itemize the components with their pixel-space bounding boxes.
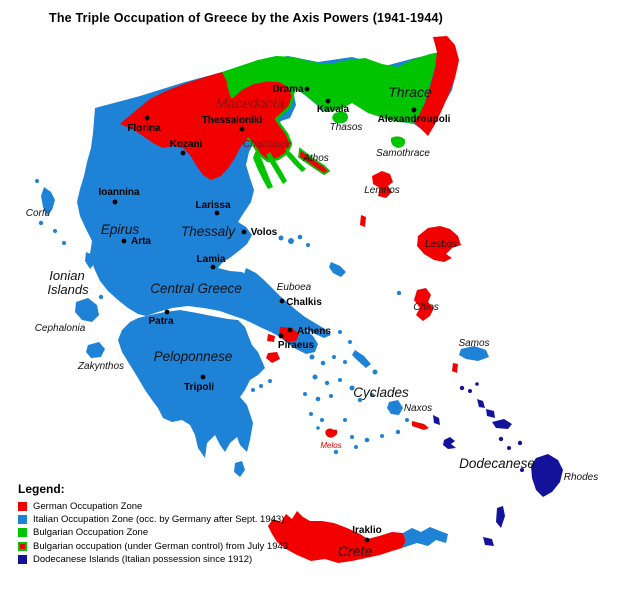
city-marker xyxy=(325,98,331,104)
city-marker xyxy=(287,327,293,333)
legend-item-label: German Occupation Zone xyxy=(33,501,143,513)
region-label: Central Greece xyxy=(150,281,242,296)
city-label: Athens xyxy=(297,326,331,337)
city-label: Tripoli xyxy=(184,382,214,393)
blue-islands xyxy=(35,179,489,477)
city-marker xyxy=(144,115,150,121)
city-label: Arta xyxy=(131,236,151,247)
city-marker xyxy=(304,86,310,92)
region-label: Ionian xyxy=(49,268,84,283)
city-marker xyxy=(200,374,206,380)
region-label: Epirus xyxy=(101,222,140,237)
city-label: Kozani xyxy=(170,139,203,150)
region-label: Crete xyxy=(338,543,372,559)
chalcidice-peninsulas xyxy=(253,147,306,189)
legend-item-german: German Occupation Zone xyxy=(18,500,288,513)
city-marker xyxy=(364,537,370,543)
island-label: Athos xyxy=(302,153,329,164)
legend-item-label: Dodecanese Islands (Italian possession s… xyxy=(33,553,253,565)
city-label: Drama xyxy=(272,84,304,95)
region-label: Macedonia xyxy=(216,95,285,111)
legend-item-label: Bulgarian Occupation Zone xyxy=(33,527,149,539)
legend-item-italian: Italian Occupation Zone (occ. by Germany… xyxy=(18,513,288,526)
island-label: Samos xyxy=(458,338,489,349)
city-marker xyxy=(180,150,186,156)
zone-bulgarian xyxy=(222,52,440,123)
city-marker xyxy=(411,107,417,113)
city-marker xyxy=(214,210,220,216)
athos-german-strip xyxy=(298,147,331,176)
green-islands xyxy=(332,111,406,148)
city-marker xyxy=(121,238,127,244)
city-label: Chalkis xyxy=(286,297,322,308)
island-label: Lesbos xyxy=(425,239,457,250)
island-label: Naxos xyxy=(404,403,432,414)
legend-item-bulgarian: Bulgarian Occupation Zone xyxy=(18,526,288,539)
legend-item-dodecanese: Dodecanese Islands (Italian possession s… xyxy=(18,553,288,566)
city-marker xyxy=(278,333,284,339)
zone-german-macedonia xyxy=(120,72,293,180)
city-label: Lamia xyxy=(197,254,226,265)
island-label: Rhodes xyxy=(564,472,598,483)
bulgarian-zone-swatch xyxy=(18,528,27,538)
island-label: Cephalonia xyxy=(35,323,86,334)
region-label: Islands xyxy=(47,282,89,297)
island-label: Melos xyxy=(320,441,341,450)
island-label: Samothrace xyxy=(376,148,430,159)
city-label: Florina xyxy=(127,123,161,134)
city-label: Ioannina xyxy=(98,187,140,198)
city-marker xyxy=(241,229,247,235)
legend-item-label: Bulgarian occupation (under German contr… xyxy=(33,540,289,552)
red-islands xyxy=(266,171,461,438)
dodecanese-swatch xyxy=(18,554,27,564)
island-label: Lemnos xyxy=(364,185,400,196)
island-label: Euboea xyxy=(277,282,312,293)
city-label: Thessaloniki xyxy=(202,115,263,126)
crete-italian-east xyxy=(402,527,448,548)
island-label: Chalcidice xyxy=(243,138,292,150)
city-label: Patra xyxy=(148,316,173,327)
region-label: Dodecanese xyxy=(459,456,535,471)
page-title: The Triple Occupation of Greece by the A… xyxy=(48,11,444,25)
city-label: Larissa xyxy=(195,200,230,211)
city-marker xyxy=(279,298,285,304)
legend-item-bulgarian-german: Bulgarian occupation (under German contr… xyxy=(18,540,288,553)
island-label: Thasos xyxy=(330,122,363,133)
region-label: Cyclades xyxy=(353,385,409,400)
zone-italian-peloponnese xyxy=(118,310,265,458)
city-label: Kavala xyxy=(317,104,350,115)
island-label: Zakynthos xyxy=(77,361,124,372)
legend-item-label: Italian Occupation Zone (occ. by Germany… xyxy=(33,514,285,526)
city-marker xyxy=(210,264,216,270)
city-marker xyxy=(164,309,170,315)
bulgarian-under-german-swatch xyxy=(18,541,27,551)
city-marker xyxy=(239,126,245,132)
dodecanese-islands xyxy=(433,382,563,546)
island-label: Corfu xyxy=(26,208,51,219)
city-label: Iraklio xyxy=(352,525,381,536)
zone-german-evros xyxy=(414,36,459,136)
city-label: Piraeus xyxy=(278,340,315,351)
region-label: Thessaly xyxy=(181,224,236,239)
city-label: Volos xyxy=(251,227,278,238)
crete-german xyxy=(268,511,406,563)
italian-zone-swatch xyxy=(18,515,27,525)
island-label: Chios xyxy=(413,302,439,313)
city-label: Alexandroupoli xyxy=(378,114,451,125)
german-zone-swatch xyxy=(18,502,27,512)
legend: Legend: German Occupation Zone Italian O… xyxy=(18,482,288,566)
city-marker xyxy=(112,199,118,205)
region-label: Peloponnese xyxy=(154,349,233,364)
legend-heading: Legend: xyxy=(18,482,65,496)
region-label: Thrace xyxy=(388,84,432,100)
